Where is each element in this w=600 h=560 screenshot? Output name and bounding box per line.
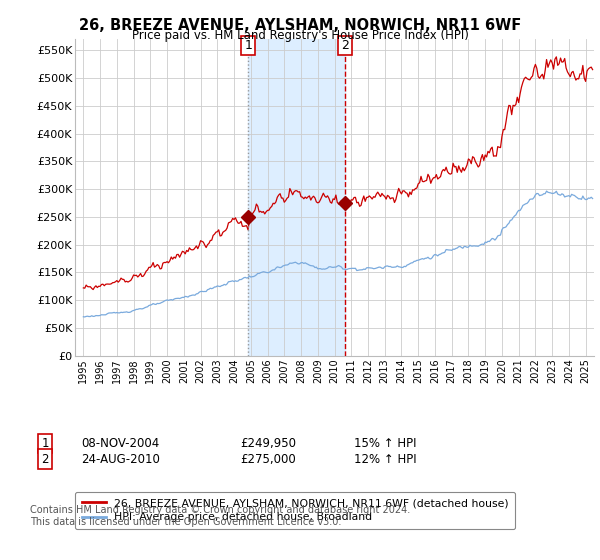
Text: 1: 1 <box>41 437 49 450</box>
Text: Price paid vs. HM Land Registry's House Price Index (HPI): Price paid vs. HM Land Registry's House … <box>131 29 469 42</box>
Text: 15% ↑ HPI: 15% ↑ HPI <box>354 437 416 450</box>
Text: £249,950: £249,950 <box>240 437 296 450</box>
Legend: 26, BREEZE AVENUE, AYLSHAM, NORWICH, NR11 6WF (detached house), HPI: Average pri: 26, BREEZE AVENUE, AYLSHAM, NORWICH, NR1… <box>75 492 515 529</box>
Bar <box>248 39 346 356</box>
Text: 08-NOV-2004: 08-NOV-2004 <box>81 437 159 450</box>
Text: Contains HM Land Registry data © Crown copyright and database right 2024.
This d: Contains HM Land Registry data © Crown c… <box>30 505 410 527</box>
Text: 1: 1 <box>244 39 252 52</box>
Text: 12% ↑ HPI: 12% ↑ HPI <box>354 452 416 466</box>
Text: 2: 2 <box>341 39 349 52</box>
Text: 24-AUG-2010: 24-AUG-2010 <box>81 452 160 466</box>
Text: £275,000: £275,000 <box>240 452 296 466</box>
Text: 26, BREEZE AVENUE, AYLSHAM, NORWICH, NR11 6WF: 26, BREEZE AVENUE, AYLSHAM, NORWICH, NR1… <box>79 18 521 33</box>
Text: 2: 2 <box>41 452 49 466</box>
